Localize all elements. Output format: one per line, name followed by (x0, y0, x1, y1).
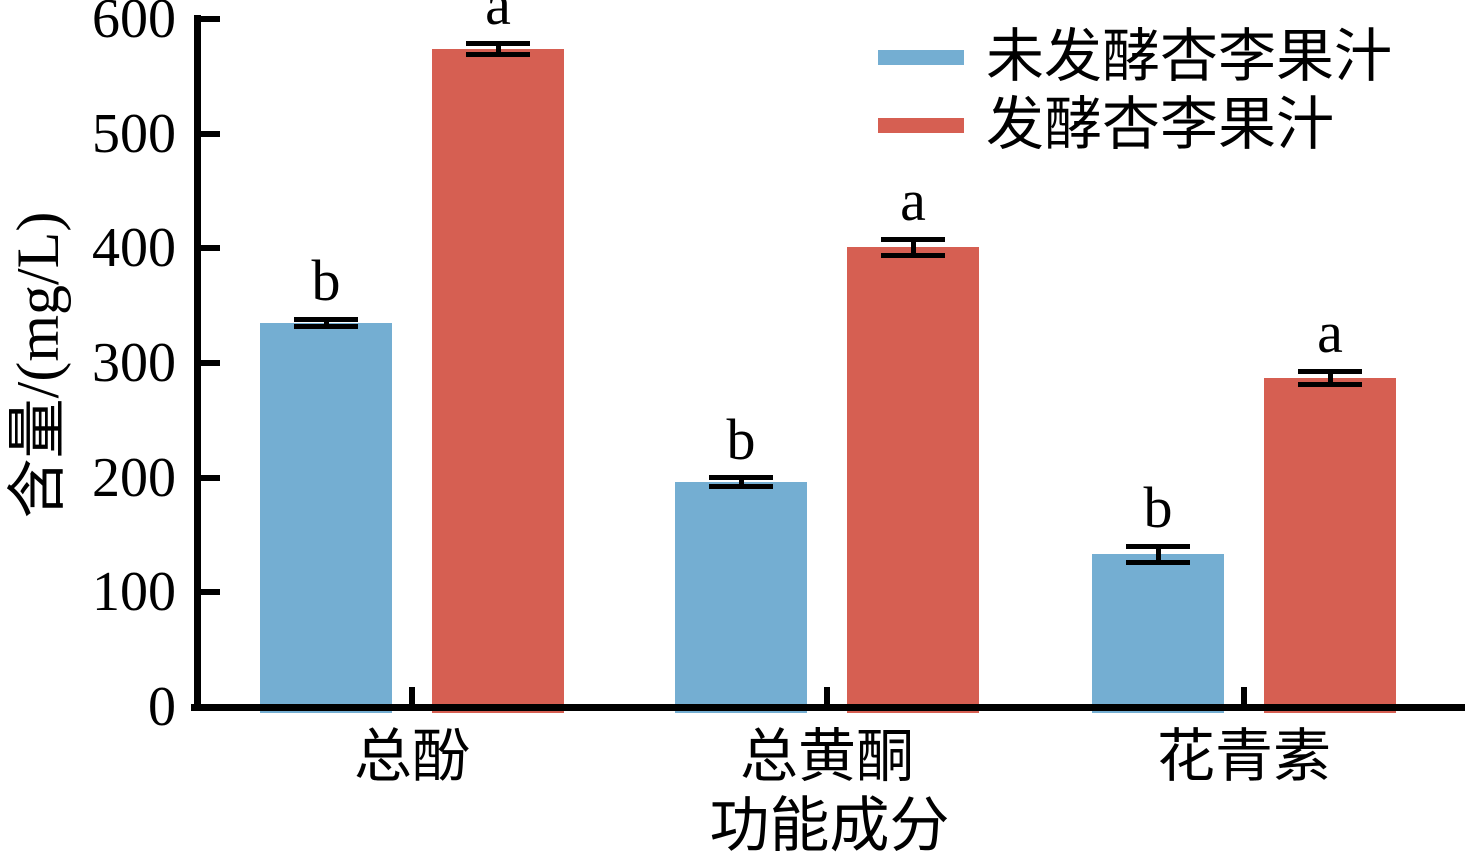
error-bar-cap-bottom-s1-c0 (466, 52, 530, 58)
error-bar-cap-top-s1-c0 (466, 40, 530, 46)
y-tick-300 (201, 360, 220, 366)
bar-series0-cat1 (675, 482, 807, 713)
error-bar-line-s0-c1 (738, 477, 744, 487)
x-tick-2 (1241, 687, 1247, 704)
x-axis-spine (191, 704, 1465, 711)
x-category-label-1: 总黄酮 (739, 724, 915, 789)
error-bar-cap-top-s1-c1 (881, 236, 945, 242)
y-tick-label-400: 400 (92, 217, 176, 280)
error-bar-line-s0-c2 (1155, 546, 1161, 563)
error-bar-cap-top-s0-c2 (1126, 543, 1190, 549)
bar-series1-cat1 (847, 247, 979, 713)
sig-letter-s0-c1: b (726, 406, 756, 472)
y-tick-600 (201, 16, 220, 22)
bar-series0-cat0 (260, 322, 392, 713)
bar-series1-cat0 (432, 48, 564, 713)
sig-letter-s1-c2: a (1317, 300, 1343, 366)
y-tick-label-300: 300 (92, 332, 176, 394)
y-tick-500 (201, 130, 220, 137)
y-tick-label-0: 0 (148, 676, 176, 738)
error-bar-line-s1-c1 (910, 239, 916, 256)
sig-letter-s0-c2: b (1143, 475, 1173, 541)
y-axis-spine (194, 15, 201, 711)
y-tick-label-100: 100 (92, 561, 176, 624)
x-category-label-2: 花青素 (1156, 724, 1332, 789)
error-bar-line-s0-c0 (323, 319, 329, 327)
sig-letter-s1-c0: a (485, 0, 511, 38)
y-tick-label-600: 600 (92, 0, 176, 50)
y-tick-200 (201, 474, 220, 481)
y-tick-400 (201, 245, 220, 252)
legend-label-fermented: 发酵杏李果汁 (986, 92, 1335, 157)
x-axis-title: 功能成分 (709, 793, 950, 859)
sig-letter-s0-c0: b (311, 248, 341, 314)
error-bar-cap-bottom-s0-c1 (709, 484, 773, 490)
error-bar-line-s1-c2 (1327, 371, 1333, 385)
y-tick-label-500: 500 (92, 102, 176, 165)
error-bar-cap-bottom-s1-c1 (881, 252, 945, 258)
error-bar-cap-bottom-s1-c2 (1298, 382, 1362, 388)
error-bar-cap-top-s0-c1 (709, 475, 773, 481)
x-tick-1 (824, 687, 830, 704)
error-bar-cap-bottom-s0-c2 (1126, 560, 1190, 566)
x-tick-0 (409, 687, 415, 704)
error-bar-cap-top-s0-c0 (294, 316, 358, 322)
sig-letter-s1-c1: a (900, 168, 926, 234)
legend-label-unfermented: 未发酵杏李果汁 (986, 24, 1393, 89)
y-tick-label-200: 200 (92, 446, 176, 509)
error-bar-cap-bottom-s0-c0 (294, 323, 358, 329)
bar-series0-cat2 (1092, 554, 1224, 713)
y-tick-100 (201, 589, 220, 596)
error-bar-cap-top-s1-c2 (1298, 368, 1362, 374)
legend-swatch-fermented-icon (878, 118, 964, 133)
bar-series1-cat2 (1264, 377, 1396, 713)
x-category-label-0: 总酚 (353, 724, 471, 789)
error-bar-line-s1-c0 (495, 43, 501, 55)
legend-swatch-unfermented-icon (878, 50, 964, 65)
